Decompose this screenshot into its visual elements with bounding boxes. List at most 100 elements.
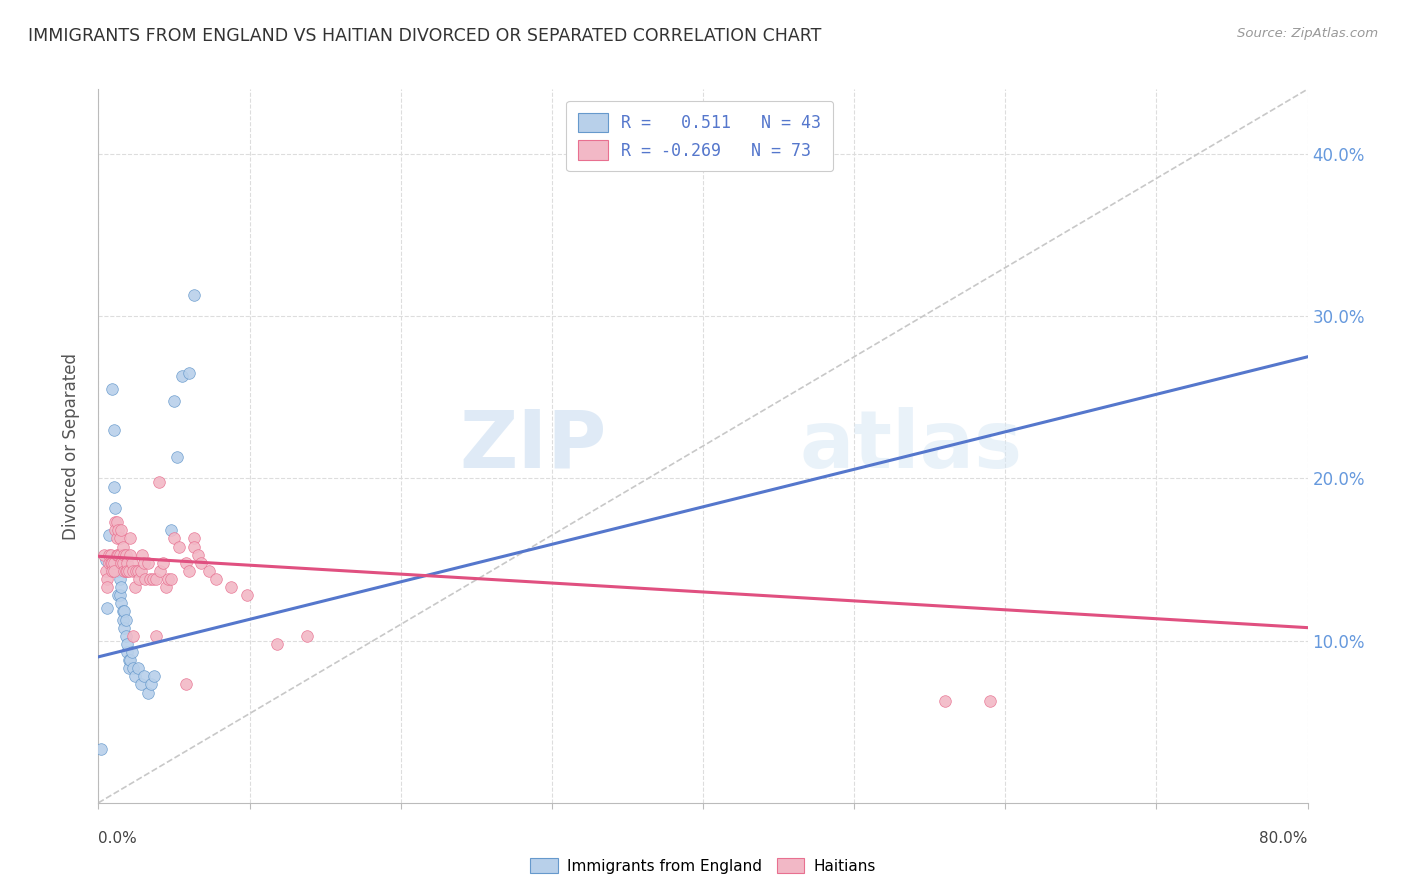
Point (115, 556, 138, 570)
Point (110, 596, 132, 610)
Text: atlas: atlas (800, 407, 1022, 485)
Point (120, 532, 142, 546)
Point (118, 653, 141, 667)
Point (112, 621, 135, 635)
Point (127, 661, 149, 675)
Point (979, 693, 1001, 707)
Point (183, 288, 205, 302)
Point (121, 645, 143, 659)
Point (145, 629, 167, 643)
Point (129, 564, 152, 578)
Point (107, 524, 129, 538)
Point (111, 556, 134, 570)
Point (174, 677, 197, 691)
Point (104, 515, 127, 529)
Point (205, 572, 228, 586)
Point (134, 572, 156, 586)
Point (122, 629, 145, 643)
Point (105, 549, 128, 564)
Point (101, 564, 124, 578)
Point (98, 548, 121, 562)
Point (101, 556, 124, 570)
Point (145, 572, 167, 586)
Point (115, 645, 138, 659)
Point (128, 572, 150, 586)
Point (105, 556, 128, 570)
Point (94, 552, 117, 566)
Text: ZIP: ZIP (458, 407, 606, 485)
Point (103, 556, 125, 570)
Point (100, 556, 122, 570)
Point (142, 572, 165, 586)
Point (110, 580, 132, 594)
Point (120, 653, 142, 667)
Point (100, 560, 122, 574)
Y-axis label: Divorced or Separated: Divorced or Separated (62, 352, 80, 540)
Point (160, 572, 183, 586)
Point (132, 669, 155, 683)
Point (112, 548, 135, 562)
Point (139, 572, 162, 586)
Point (103, 479, 125, 493)
Point (127, 564, 149, 578)
Point (136, 556, 159, 570)
Point (96, 580, 118, 594)
Point (156, 572, 179, 586)
Point (115, 564, 138, 578)
Text: 0.0%: 0.0% (98, 831, 138, 846)
Legend: R =   0.511   N = 43, R = -0.269   N = 73: R = 0.511 N = 43, R = -0.269 N = 73 (567, 101, 832, 171)
Point (103, 423, 125, 437)
Point (190, 556, 212, 570)
Point (108, 548, 131, 562)
Point (125, 564, 148, 578)
Point (221, 580, 243, 594)
Point (122, 564, 145, 578)
Point (108, 572, 131, 586)
Point (104, 524, 127, 538)
Point (94, 564, 117, 578)
Point (170, 369, 193, 384)
Point (98, 556, 121, 570)
Point (122, 661, 145, 675)
Point (115, 637, 138, 651)
Point (131, 548, 153, 562)
Point (179, 366, 201, 380)
Point (111, 540, 134, 554)
Point (103, 564, 125, 578)
Point (96, 572, 118, 586)
Point (141, 677, 163, 691)
Point (111, 613, 134, 627)
Point (235, 588, 257, 602)
Point (114, 564, 136, 578)
Legend: Immigrants from England, Haitians: Immigrants from England, Haitians (524, 852, 882, 880)
Point (163, 532, 186, 546)
Point (114, 629, 136, 643)
Point (107, 564, 129, 578)
Point (183, 540, 205, 554)
Point (148, 475, 170, 489)
Point (107, 588, 129, 602)
Point (295, 629, 318, 643)
Point (105, 532, 128, 546)
Point (93, 548, 115, 562)
Point (179, 564, 201, 578)
Point (166, 450, 188, 465)
Point (183, 532, 205, 546)
Point (160, 524, 183, 538)
Point (124, 580, 146, 594)
Point (155, 580, 177, 594)
Point (149, 564, 172, 578)
Point (197, 564, 219, 578)
Point (132, 556, 155, 570)
Point (124, 669, 146, 683)
Point (110, 524, 132, 538)
Point (129, 677, 152, 691)
Point (108, 588, 131, 602)
Point (114, 613, 136, 627)
Point (163, 393, 186, 408)
Point (105, 515, 128, 529)
Point (167, 540, 190, 554)
Point (152, 556, 174, 570)
Point (112, 564, 135, 578)
Point (101, 382, 124, 396)
